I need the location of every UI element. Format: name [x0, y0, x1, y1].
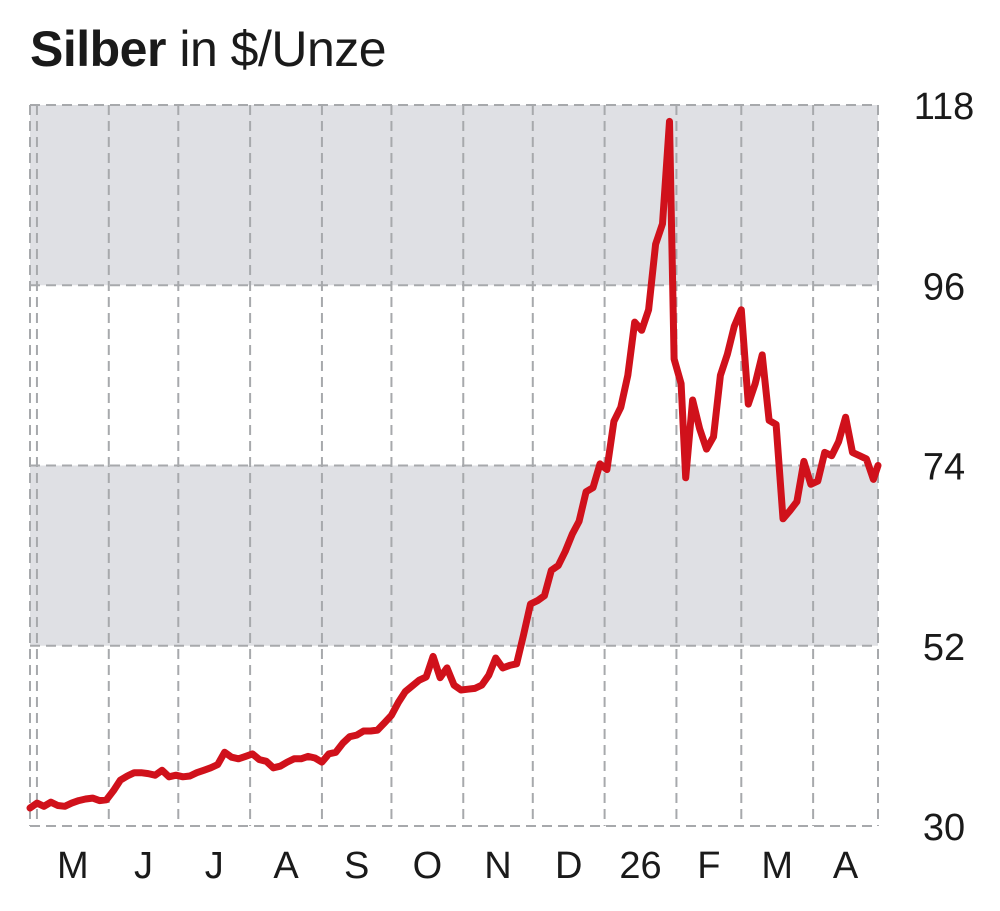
x-axis-labels: M J J A S O N D 26 F M A — [57, 845, 859, 887]
shaded-band-0 — [30, 465, 878, 646]
chart-title-unit: in $/Unze — [165, 21, 387, 77]
y-tick-label-0: 30 — [923, 807, 965, 849]
x-tick-label-6: N — [484, 845, 511, 887]
x-tick-label-7: D — [555, 845, 582, 887]
x-tick-label-10: M — [761, 845, 793, 887]
y-tick-label-3: 96 — [923, 266, 965, 308]
y-tick-label-4: 118 — [914, 86, 975, 128]
x-tick-label-0: M — [57, 845, 89, 887]
x-tick-label-1: J — [134, 845, 153, 887]
x-tick-label-8: 26 — [619, 845, 661, 887]
x-tick-label-11: A — [833, 845, 859, 887]
x-tick-label-5: O — [413, 845, 443, 887]
x-tick-label-4: S — [344, 845, 369, 887]
silver-price-line — [26, 117, 882, 812]
shaded-bands — [30, 105, 878, 646]
price-series — [26, 117, 882, 812]
chart-title: Silber in $/Unze — [30, 14, 387, 84]
x-tick-label-2: J — [205, 845, 224, 887]
shaded-band-1 — [30, 105, 878, 286]
x-tick-label-9: F — [697, 845, 720, 887]
y-tick-label-1: 52 — [923, 627, 965, 669]
y-axis-labels: 30 52 74 96 118 — [914, 86, 975, 849]
chart-title-metal: Silber — [30, 21, 166, 77]
x-tick-label-3: A — [273, 845, 299, 887]
y-tick-label-2: 74 — [923, 447, 965, 489]
